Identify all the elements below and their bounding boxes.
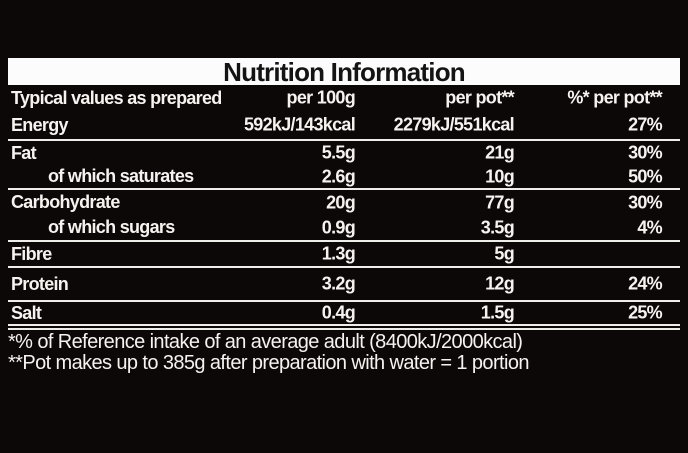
cell-per-pot: 77g xyxy=(485,192,515,212)
row-label: Carbohydrate xyxy=(11,192,120,212)
page-title: Nutrition Information xyxy=(223,56,466,87)
group-separator-rule xyxy=(8,266,680,268)
table-body: Energy 592kJ/143kcal 2279kJ/551kcal 27% Fat 5… xyxy=(8,111,680,330)
cell-per-100g: 3.2g xyxy=(321,273,356,294)
table-row-energy: Energy 592kJ/143kcal 2279kJ/551kcal 27% xyxy=(8,111,680,139)
table-row-protein: Protein 3.2g 12g 24% xyxy=(8,268,680,300)
footnote-pot-preparation: **Pot makes up to 385g after preparation… xyxy=(8,352,529,374)
cell-per-100g: 1.3g xyxy=(321,243,356,264)
group-separator-rule xyxy=(8,300,680,302)
cell-pct-per-pot: 4% xyxy=(637,217,662,237)
table-row-salt: Salt 0.4g 1.5g 25% xyxy=(8,302,680,324)
table-row-fat: Fat 5.5g 21g 30% xyxy=(8,141,680,165)
cell-per-100g: 0.4g xyxy=(321,302,356,323)
cell-pct-per-pot: 27% xyxy=(628,114,663,135)
group-separator-rule xyxy=(8,188,680,190)
cell-per-100g: 592kJ/143kcal xyxy=(243,114,356,135)
row-label: of which saturates xyxy=(48,166,194,186)
cell-per-pot: 10g xyxy=(485,166,515,186)
cell-per-pot: 21g xyxy=(485,142,515,163)
row-label: Energy xyxy=(11,114,69,135)
title-bar: Nutrition Information xyxy=(8,58,680,85)
cell-pct-per-pot: 50% xyxy=(628,166,663,186)
row-label: Salt xyxy=(11,302,42,323)
nutrition-panel: Nutrition Information Typical values as … xyxy=(8,58,680,374)
group-separator-rule xyxy=(8,240,680,242)
cell-per-100g: 0.9g xyxy=(321,217,356,237)
cell-per-100g: 5.5g xyxy=(321,142,356,163)
table-row-of-which-sugars: of which sugars 0.9g 3.5g 4% xyxy=(8,215,680,240)
group-separator-rule xyxy=(8,139,680,141)
cell-per-pot: 5g xyxy=(494,243,514,264)
cell-pct-per-pot: 30% xyxy=(628,142,663,163)
row-label: Fat xyxy=(11,142,37,163)
header-per-100g: per 100g xyxy=(286,87,356,108)
cell-per-100g: 20g xyxy=(326,192,356,212)
footnotes: *% of Reference intake of an average adu… xyxy=(8,332,680,374)
row-label: of which sugars xyxy=(48,217,175,237)
cell-per-pot: 12g xyxy=(485,273,515,294)
row-label: Protein xyxy=(11,273,69,294)
cell-per-pot: 1.5g xyxy=(480,302,515,323)
row-label: Fibre xyxy=(11,243,52,264)
cell-pct-per-pot: 30% xyxy=(628,192,663,212)
cell-per-100g: 2.6g xyxy=(321,166,356,186)
table-header-row: Typical values as prepared per 100g per … xyxy=(8,85,680,111)
cell-pct-per-pot: 25% xyxy=(628,302,663,323)
cell-pct-per-pot: 24% xyxy=(628,273,663,294)
header-per-pot: per pot** xyxy=(445,87,514,108)
cell-per-pot: 3.5g xyxy=(480,217,515,237)
header-pct-per-pot: %* per pot** xyxy=(567,87,662,108)
table-row-fibre: Fibre 1.3g 5g xyxy=(8,242,680,266)
footnote-reference-intake: *% of Reference intake of an average adu… xyxy=(8,331,523,353)
cell-per-pot: 2279kJ/551kcal xyxy=(393,114,515,135)
table-bottom-double-rule xyxy=(8,324,680,330)
table-row-of-which-saturates: of which saturates 2.6g 10g 50% xyxy=(8,165,680,188)
table-row-carbohydrate: Carbohydrate 20g 77g 30% xyxy=(8,190,680,215)
header-typical-values: Typical values as prepared xyxy=(11,87,222,108)
